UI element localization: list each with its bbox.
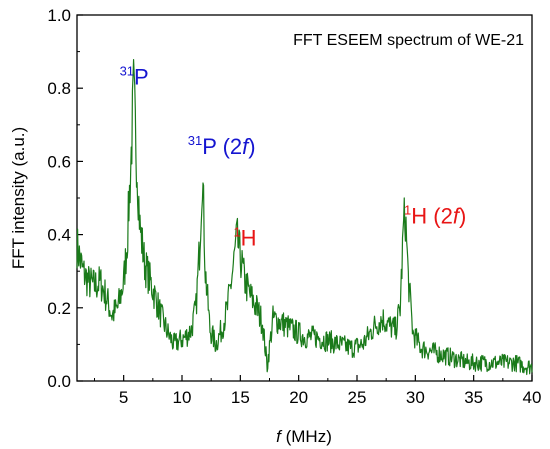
annotation-isotope: 1: [404, 203, 411, 218]
peak-annotation: 31P (2f): [188, 133, 256, 159]
x-tick-label: 30: [406, 388, 425, 407]
annotation-isotope: 31: [188, 133, 202, 148]
x-tick-label: 40: [523, 388, 542, 407]
x-tick-label: 5: [119, 388, 128, 407]
y-tick-label: 0.6: [47, 152, 71, 171]
annotation-label: P (2: [202, 134, 242, 159]
y-axis-label: FFT intensity (a.u.): [9, 127, 28, 269]
x-axis-label: f (MHz): [276, 427, 332, 446]
annotation-isotope: 31: [120, 64, 134, 79]
peak-annotation: 31P: [120, 64, 149, 90]
y-tick-label: 0.0: [47, 372, 71, 391]
x-tick-label: 25: [348, 388, 367, 407]
y-tick-label: 0.8: [47, 79, 71, 98]
x-axis-ticks: 5 10 15 20 25 30 35 40: [94, 375, 542, 407]
y-tick-label: 0.2: [47, 299, 71, 318]
annotation-label: H: [241, 226, 257, 251]
series-line: [76, 59, 533, 376]
chart-title: FFT ESEEM spectrum of WE-21: [293, 32, 524, 49]
annotation-suffix: ): [459, 204, 466, 229]
y-tick-label: 1.0: [47, 6, 71, 25]
peak-annotation: 1H: [233, 225, 256, 251]
x-tick-label: 35: [464, 388, 483, 407]
x-axis-label-unit: (MHz): [281, 427, 332, 446]
annotation-label: P: [134, 65, 149, 90]
x-tick-label: 15: [231, 388, 250, 407]
x-axis-label-symbol: f: [276, 427, 283, 446]
x-tick-label: 10: [173, 388, 192, 407]
annotation-label: H (2: [411, 204, 453, 229]
y-tick-label: 0.4: [47, 226, 71, 245]
peak-annotation: 1H (2f): [404, 203, 466, 229]
annotation-isotope: 1: [233, 225, 240, 240]
x-tick-label: 20: [289, 388, 308, 407]
annotation-suffix: ): [248, 134, 255, 159]
annotation-italic: f: [242, 134, 251, 159]
y-axis-ticks: 0.0 0.2 0.4 0.6 0.8 1.0: [47, 6, 83, 391]
annotation-italic: f: [453, 204, 462, 229]
